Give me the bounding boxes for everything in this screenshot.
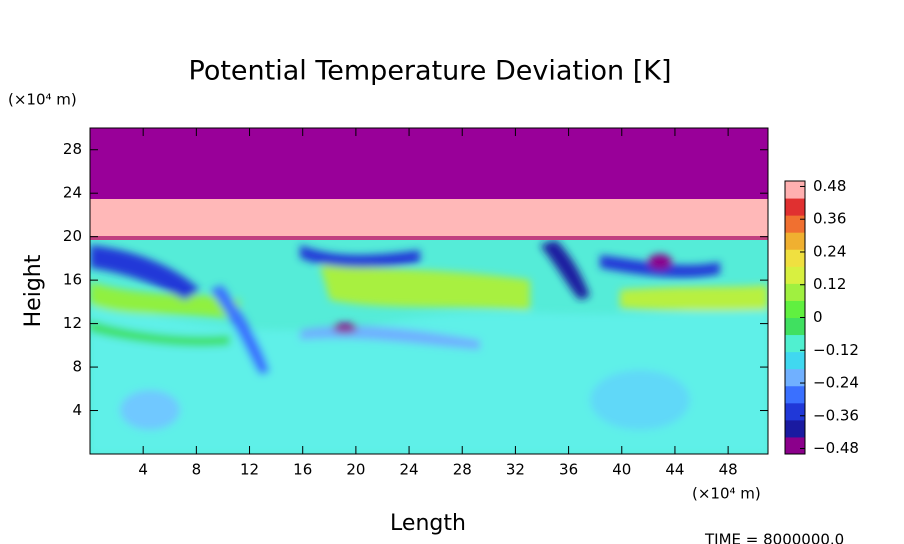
colorbar-tick-label: −0.36 — [813, 406, 859, 424]
x-tick-label: 12 — [240, 461, 259, 479]
colorbar-tick-label: 0.36 — [813, 210, 846, 228]
colorbar-band — [785, 402, 805, 421]
x-tick-label: 20 — [346, 461, 365, 479]
colorbar-band — [785, 317, 805, 336]
colorbar-band — [785, 385, 805, 404]
x-axis-label: Length — [390, 511, 466, 536]
colorbar-tick-label: 0 — [813, 308, 823, 326]
colorbar-tick-label: 0.24 — [813, 242, 846, 260]
colorbar-band — [785, 266, 805, 284]
colorbar-band — [785, 198, 805, 216]
x-unit: (×10⁴ m) — [692, 485, 761, 503]
colorbar-band — [785, 215, 805, 233]
colorbar-band — [785, 300, 805, 318]
colorbar-tick-label: 0.48 — [813, 177, 846, 195]
y-axis-label: Height — [21, 254, 46, 327]
colorbar-band — [785, 419, 805, 438]
plot-frame — [89, 127, 769, 455]
field — [90, 128, 768, 454]
x-tick-label: 4 — [138, 461, 148, 479]
chart-title: Potential Temperature Deviation [K] — [189, 56, 672, 87]
y-tick-label: 8 — [72, 358, 82, 376]
colorbar-band — [785, 436, 805, 455]
y-tick-label: 20 — [63, 227, 82, 245]
y-tick-label: 12 — [63, 314, 82, 332]
x-tick-label: 24 — [400, 461, 419, 479]
y-tick-label: 16 — [63, 271, 82, 289]
colorbar-band — [785, 181, 805, 199]
colorbar-band — [785, 351, 805, 370]
colorbar-band — [785, 232, 805, 250]
x-tick-label: 36 — [559, 461, 578, 479]
y-tick-label: 4 — [72, 401, 82, 419]
x-tick-label: 40 — [612, 461, 631, 479]
footer: TIME = 8000000.0 — [704, 531, 844, 544]
x-tick-label: 48 — [719, 461, 738, 479]
x-tick-label: 16 — [293, 461, 312, 479]
colorbar-band — [785, 249, 805, 267]
colorbar-tick-label: 0.12 — [813, 275, 846, 293]
colorbar-band — [785, 368, 805, 387]
colorbar-tick-label: −0.12 — [813, 341, 859, 359]
colorbar-band — [785, 283, 805, 301]
x-tick-label: 44 — [665, 461, 684, 479]
y-tick-label: 24 — [63, 184, 82, 202]
x-tick-label: 32 — [506, 461, 525, 479]
x-tick-label: 28 — [453, 461, 472, 479]
x-tick-label: 8 — [192, 461, 202, 479]
colorbar-tick-label: −0.24 — [813, 374, 859, 392]
colorbar-tick-label: −0.48 — [813, 439, 859, 457]
colorbar-band — [785, 334, 805, 353]
y-tick-label: 28 — [63, 140, 82, 158]
y-unit: (×10⁴ m) — [8, 91, 77, 109]
